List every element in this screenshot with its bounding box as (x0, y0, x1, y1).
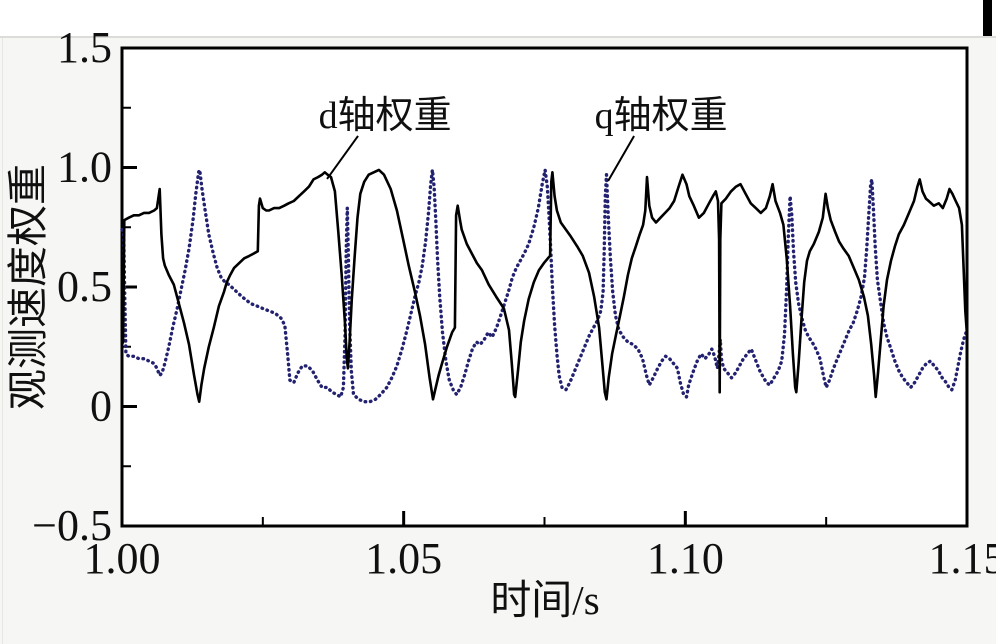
d-axis-annotation-leader-line (326, 135, 359, 180)
y-tick-label: 1.0 (57, 143, 112, 192)
annotation-q-axis-weight: q轴权重 (595, 95, 728, 182)
x-axis-title: 时间/s (490, 577, 599, 623)
annotation-d-axis-weight: d轴权重 (319, 95, 452, 180)
page-corner-mark (983, 0, 992, 36)
d-axis-annotation-label: d轴权重 (319, 95, 452, 137)
scan-edge-line (2, 38, 3, 644)
x-tick-label: 1.10 (647, 534, 724, 583)
q-axis-annotation-leader-line (607, 135, 635, 182)
y-tick-label: 0 (90, 382, 112, 431)
x-tick-label: 1.15 (929, 534, 996, 583)
y-tick-label: 1.5 (57, 23, 112, 72)
x-axis-minor-ticks (261, 517, 828, 525)
x-tick-label: 1.00 (84, 534, 161, 583)
page-divider-line (0, 36, 996, 38)
y-axis-tick-labels: −0.5 0 0.5 1.0 1.5 (32, 23, 112, 550)
y-axis-title: 观测速度权重 (5, 164, 51, 410)
y-tick-label: 0.5 (57, 262, 112, 311)
q-axis-weight-line (120, 168, 969, 404)
x-axis-major-ticks (120, 511, 969, 525)
q-axis-annotation-label: q轴权重 (595, 95, 728, 137)
x-axis-tick-labels: 1.00 1.05 1.10 1.15 (84, 534, 996, 583)
y-tick-label: −0.5 (32, 501, 112, 550)
d-axis-weight-line (120, 168, 969, 404)
x-tick-label: 1.05 (365, 534, 442, 583)
plot-border (120, 46, 969, 528)
